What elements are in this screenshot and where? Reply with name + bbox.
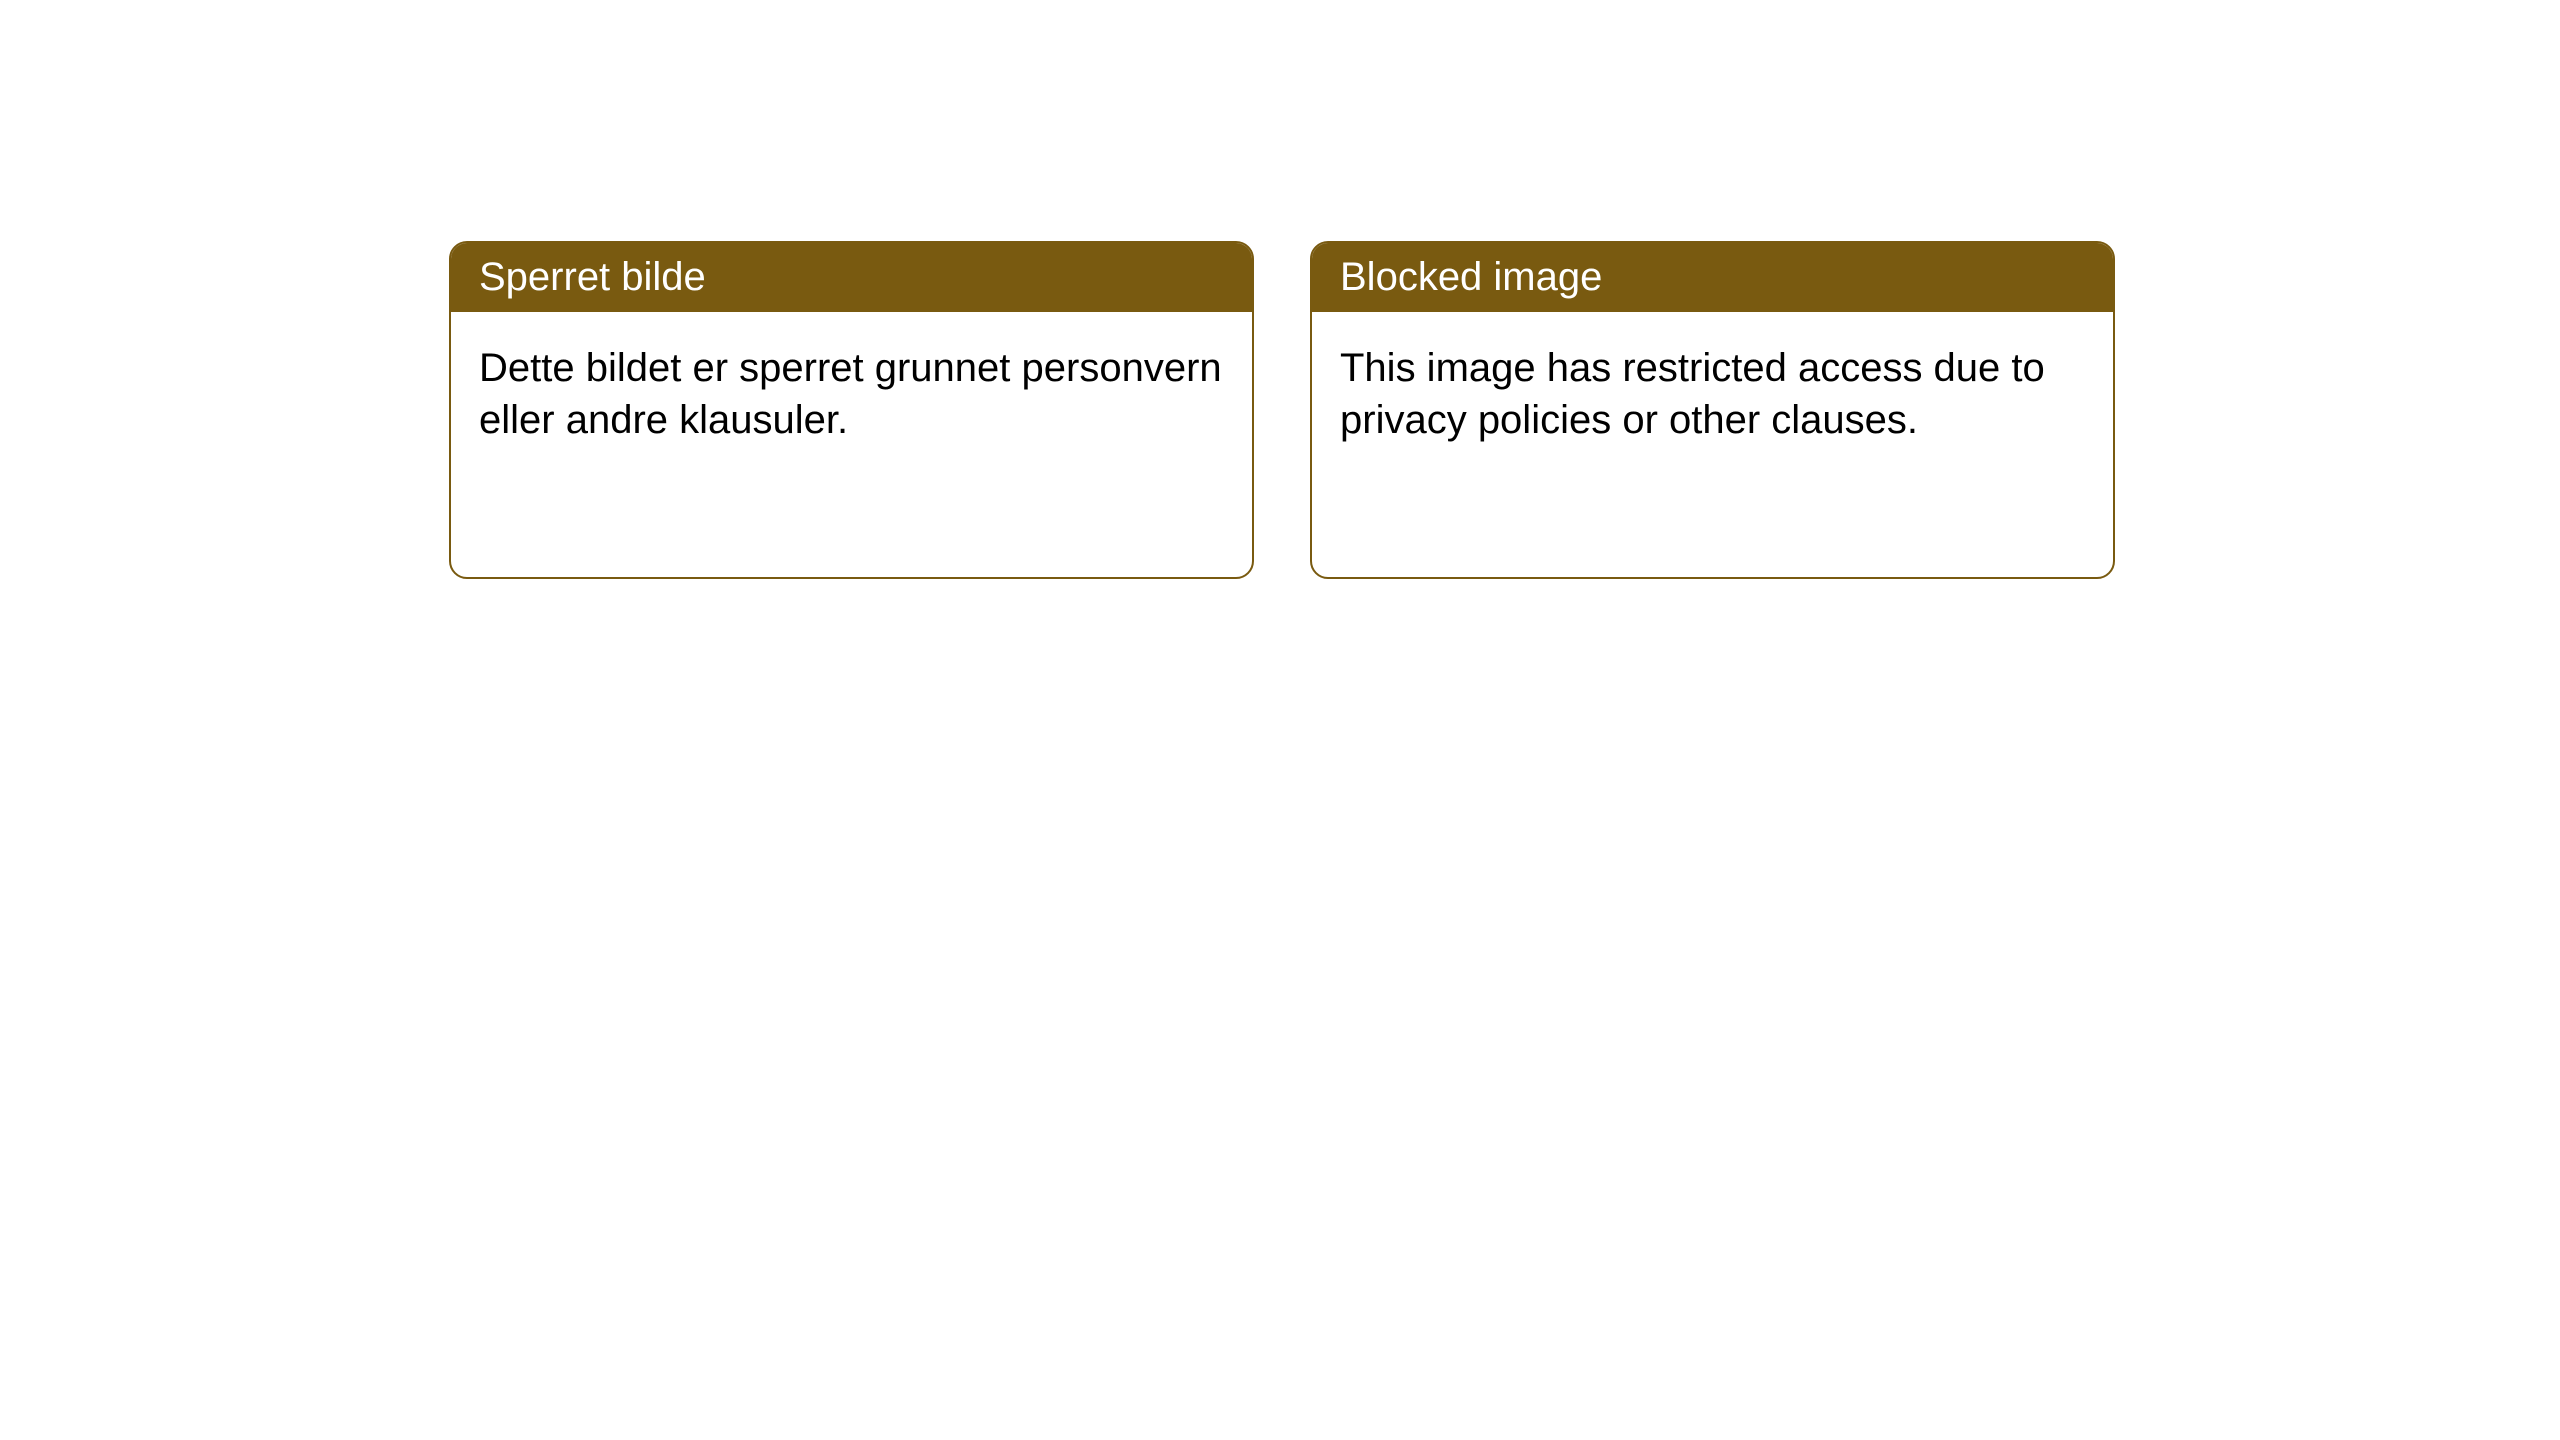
card-header: Sperret bilde (451, 243, 1252, 312)
card-body-text: This image has restricted access due to … (1340, 346, 2045, 442)
card-body: Dette bildet er sperret grunnet personve… (451, 312, 1252, 476)
card-title: Sperret bilde (479, 255, 706, 299)
card-title: Blocked image (1340, 255, 1602, 299)
card-body-text: Dette bildet er sperret grunnet personve… (479, 346, 1222, 442)
notice-card-norwegian: Sperret bilde Dette bildet er sperret gr… (449, 241, 1254, 579)
notice-card-english: Blocked image This image has restricted … (1310, 241, 2115, 579)
card-body: This image has restricted access due to … (1312, 312, 2113, 476)
card-header: Blocked image (1312, 243, 2113, 312)
notice-container: Sperret bilde Dette bildet er sperret gr… (449, 241, 2115, 579)
